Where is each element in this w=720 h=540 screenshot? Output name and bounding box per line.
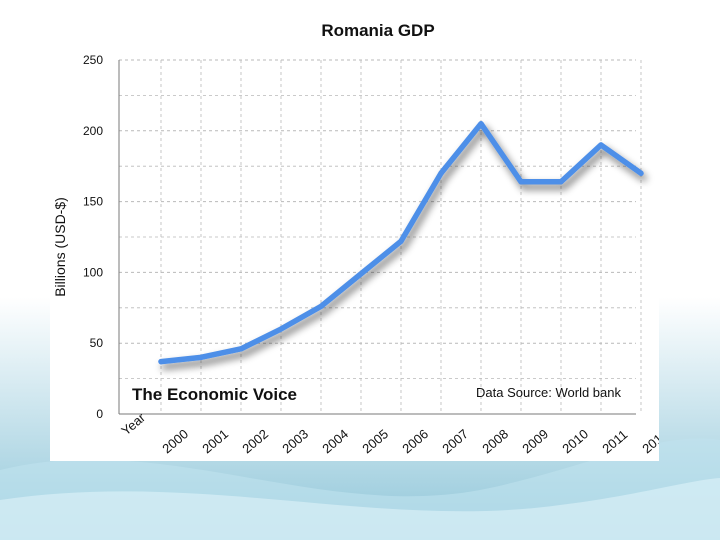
x-tick-label: 2006 [399, 426, 431, 456]
x-tick-label: 2010 [559, 426, 591, 456]
gdp-data-point [518, 179, 524, 185]
y-tick-label: 250 [83, 53, 103, 67]
axes [118, 60, 636, 415]
gdp-line-chart: Romania GDP 0 50 100 150 200 250 2000 2001 2002… [52, 21, 659, 456]
gdp-data-point [238, 346, 244, 352]
x-tick-label: 2012 [639, 426, 659, 456]
wave-decoration [0, 478, 720, 540]
source-annotation: Data Source: World bank [476, 385, 621, 400]
x-tick-labels: 2000 2001 2002 2003 2004 2005 2006 2007 2008 2009… [159, 426, 659, 456]
chart-title: Romania GDP [321, 21, 434, 40]
gdp-data-point [198, 354, 204, 360]
chart-card: Romania GDP 0 50 100 150 200 250 2000 2001 2002… [50, 10, 659, 461]
gdp-data-point [478, 121, 484, 127]
gdp-data-point [398, 238, 404, 244]
x-tick-label: 2011 [599, 427, 630, 456]
gdp-data-point [638, 170, 644, 176]
y-tick-label: 50 [90, 336, 104, 350]
x-tick-label: 2005 [359, 426, 391, 456]
gdp-data-point [358, 271, 364, 277]
x-tick-label: 2000 [159, 426, 191, 456]
y-tick-label: 100 [83, 265, 103, 279]
gdp-data-point [278, 326, 284, 332]
y-tick-label: 150 [83, 195, 103, 209]
y-tick-label: 0 [96, 407, 103, 421]
x-tick-label: 2008 [479, 426, 511, 456]
x-tick-label: 2001 [199, 426, 231, 456]
x-tick-label: 2002 [239, 426, 271, 456]
series [158, 120, 644, 365]
gdp-data-point [318, 303, 324, 309]
x-tick-label: 2004 [319, 426, 351, 456]
x-tick-label: 2003 [279, 426, 311, 456]
y-axis-label: Billions (USD-$) [52, 197, 68, 297]
x-tick-label: 2007 [439, 426, 471, 456]
y-tick-labels: 0 50 100 150 200 250 [83, 53, 103, 421]
brand-annotation: The Economic Voice [132, 385, 297, 404]
grid [119, 59, 642, 414]
gdp-data-point [438, 170, 444, 176]
x-tick-label: 2009 [519, 426, 551, 456]
y-tick-label: 200 [83, 124, 103, 138]
gdp-data-point [598, 142, 604, 148]
gdp-data-point [558, 179, 564, 185]
gdp-data-point [158, 359, 164, 365]
